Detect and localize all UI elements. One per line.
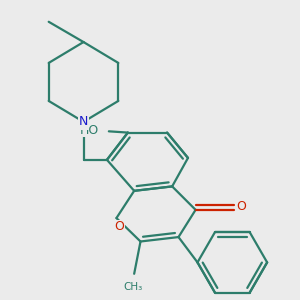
Text: O: O bbox=[236, 200, 246, 212]
Text: HO: HO bbox=[80, 124, 99, 136]
Text: CH₃: CH₃ bbox=[123, 282, 142, 292]
Text: N: N bbox=[79, 115, 88, 128]
Text: O: O bbox=[114, 220, 124, 233]
